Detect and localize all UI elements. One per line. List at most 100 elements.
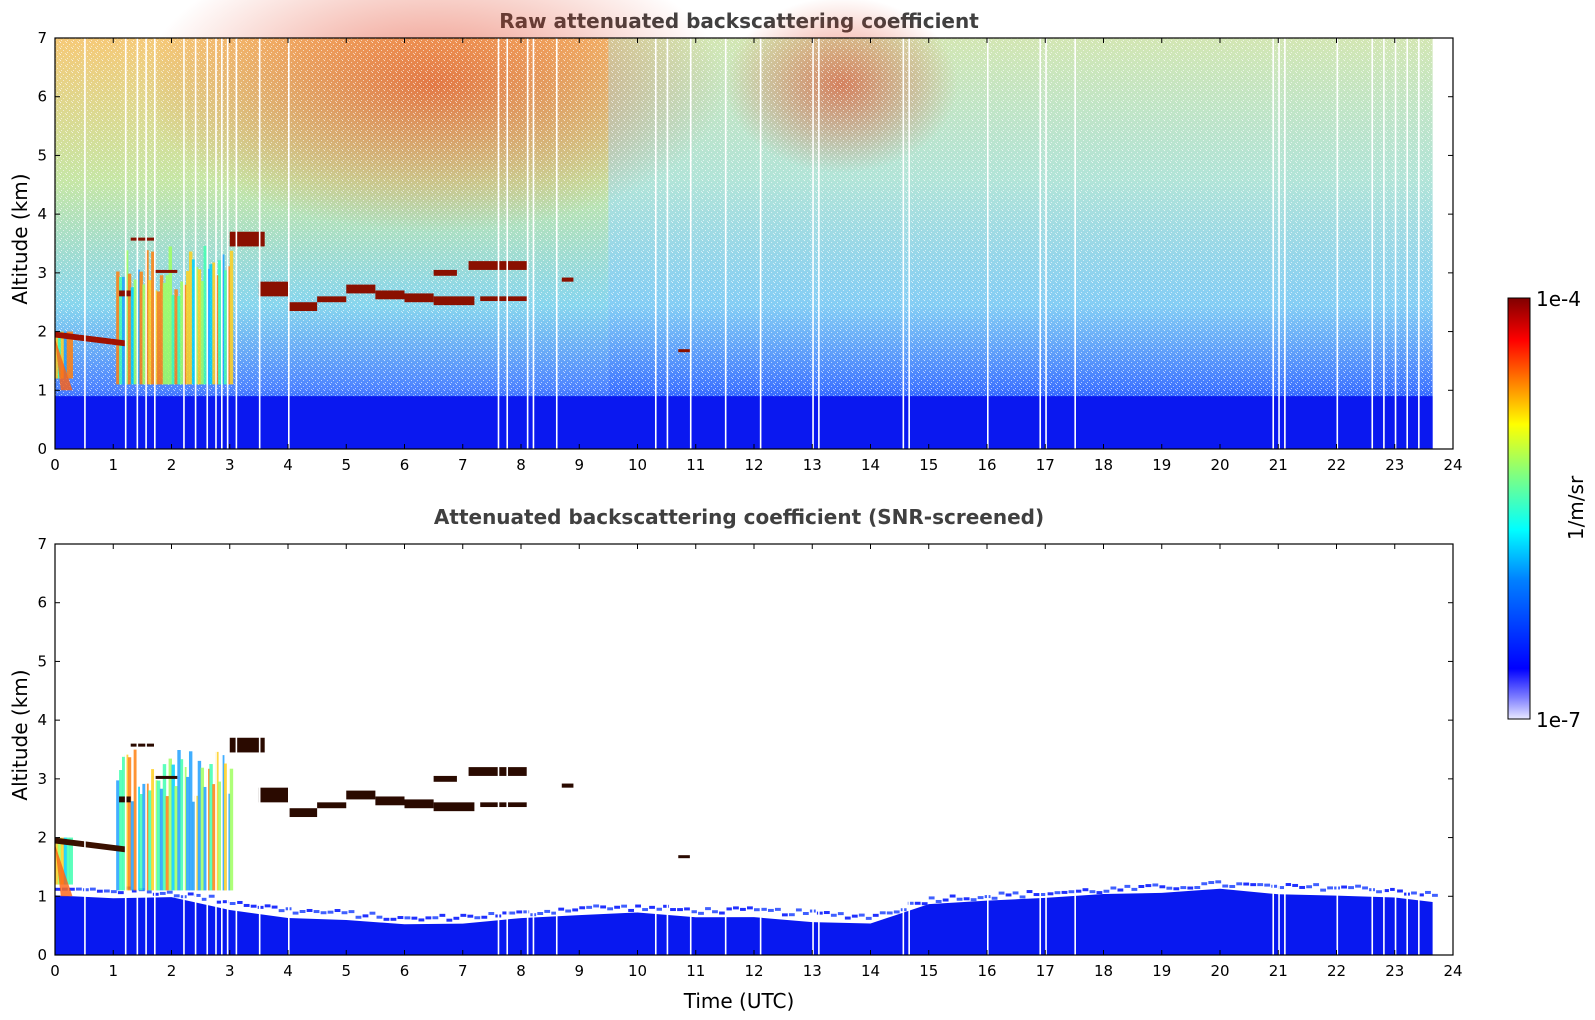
data-gap — [902, 544, 905, 955]
aerosol-plume-column — [183, 767, 187, 891]
aerosol-plume-column — [226, 793, 231, 891]
data-gap — [258, 38, 261, 449]
mid-cloud-segment — [433, 775, 457, 782]
data-gap — [812, 544, 814, 955]
data-gap — [145, 544, 147, 955]
raw-panel: Raw attenuated backscattering coefficien… — [8, 0, 1463, 474]
x-tick-label: 10 — [628, 962, 647, 980]
aerosol-plume-column — [186, 776, 190, 891]
boundary-layer-edge — [921, 902, 928, 906]
x-tick-label: 2 — [167, 962, 177, 980]
aerosol-plume-column — [188, 751, 193, 891]
x-tick-label: 24 — [1443, 456, 1462, 474]
boundary-layer-edge — [1152, 883, 1159, 887]
boundary-layer-edge — [222, 900, 229, 904]
data-gap — [987, 544, 989, 955]
boundary-layer-edge — [383, 917, 390, 921]
boundary-layer-edge — [306, 908, 313, 912]
x-tick-label: 15 — [919, 456, 938, 474]
boundary-layer-edge — [1362, 886, 1368, 890]
boundary-layer-edge — [131, 889, 138, 893]
boundary-layer-edge — [788, 913, 795, 917]
x-tick-label: 4 — [283, 456, 293, 474]
x-tick-label: 19 — [1152, 962, 1171, 980]
boundary-layer-edge — [1173, 887, 1180, 891]
boundary-layer-edge — [432, 916, 439, 920]
boundary-layer-edge — [656, 907, 662, 911]
mid-cloud-segment — [678, 349, 690, 353]
x-tick-label: 11 — [686, 962, 705, 980]
mid-cloud-segment — [258, 787, 288, 803]
data-gap — [1278, 544, 1280, 955]
aerosol-plume-column — [162, 282, 167, 385]
y-tick-label: 4 — [37, 205, 47, 223]
y-tick-label: 6 — [37, 88, 47, 106]
data-gap — [136, 38, 139, 449]
y-tick-label: 2 — [37, 323, 47, 341]
data-gap — [1394, 544, 1397, 955]
boundary-layer-edge — [236, 900, 243, 904]
aerosol-plume-column — [124, 250, 129, 385]
mid-cloud-segment — [154, 775, 178, 779]
boundary-layer-edge — [858, 913, 865, 917]
aerosol-plume-column — [215, 275, 219, 385]
boundary-layer-edge — [96, 889, 103, 893]
x-tick-label: 13 — [803, 456, 822, 474]
boundary-layer-edge — [187, 892, 194, 896]
x-tick-label: 6 — [400, 456, 410, 474]
boundary-layer-edge — [642, 908, 648, 912]
mid-cloud-segment — [229, 737, 265, 753]
data-gap — [812, 38, 814, 449]
screened-panel-ylabel: Altitude (km) — [8, 669, 32, 800]
aerosol-plume-column — [136, 269, 140, 385]
boundary-layer-edge — [117, 891, 124, 895]
data-gap — [987, 38, 989, 449]
mid-cloud-segment — [288, 808, 318, 818]
boundary-layer-edge — [1089, 890, 1096, 894]
boundary-layer-edge — [425, 916, 432, 920]
data-gap — [902, 38, 905, 449]
boundary-layer-edge — [956, 897, 963, 901]
boundary-layer-edge — [1376, 890, 1382, 894]
boundary-layer-edge — [1320, 888, 1327, 892]
aerosol-plume-column — [69, 837, 73, 885]
x-tick-label: 0 — [50, 962, 60, 980]
aerosol-plume-column — [183, 284, 187, 385]
aerosol-plume-column — [121, 276, 126, 385]
data-gap — [1284, 38, 1286, 449]
boundary-layer-edge — [1411, 891, 1417, 895]
x-tick-label: 5 — [341, 962, 351, 980]
mid-cloud-segment — [678, 855, 690, 859]
data-gap — [1039, 544, 1042, 955]
aerosol-plume-column — [188, 251, 193, 385]
data-gap — [183, 544, 185, 955]
boundary-layer-edge — [760, 907, 767, 911]
data-gap — [1278, 38, 1280, 449]
mid-cloud-segment — [154, 269, 178, 273]
data-gap — [689, 544, 692, 955]
x-tick-label: 23 — [1385, 456, 1404, 474]
aerosol-plume-column — [127, 273, 132, 385]
aerosol-plume-column — [116, 780, 120, 891]
x-tick-label: 4 — [283, 962, 293, 980]
x-tick-label: 17 — [1036, 456, 1055, 474]
data-gap — [183, 38, 185, 449]
boundary-layer-edge — [677, 908, 683, 912]
boundary-layer-edge — [977, 896, 984, 900]
data-gap — [154, 38, 156, 449]
boundary-layer-edge — [173, 894, 180, 898]
aerosol-plume-column — [69, 331, 73, 379]
aerosol-plume-column — [197, 760, 202, 891]
boundary-layer-edge — [1075, 889, 1082, 893]
boundary-layer-edge — [1432, 893, 1438, 897]
data-gap — [1406, 544, 1408, 955]
x-tick-label: 1 — [108, 456, 118, 474]
x-tick-label: 3 — [225, 962, 235, 980]
x-tick-label: 14 — [861, 456, 880, 474]
screened-panel-axes: 0 1 2 3 4 5 6 7 8 9 10 11 12 13 14 15 16 17 18 19 20 21 22 23 24… — [37, 535, 1462, 980]
aerosol-plume-column — [180, 759, 184, 891]
boundary-layer-edge — [446, 918, 453, 922]
boundary-layer-edge — [1229, 884, 1236, 888]
x-tick-label: 12 — [744, 962, 763, 980]
aerosol-plume-column — [229, 250, 234, 385]
